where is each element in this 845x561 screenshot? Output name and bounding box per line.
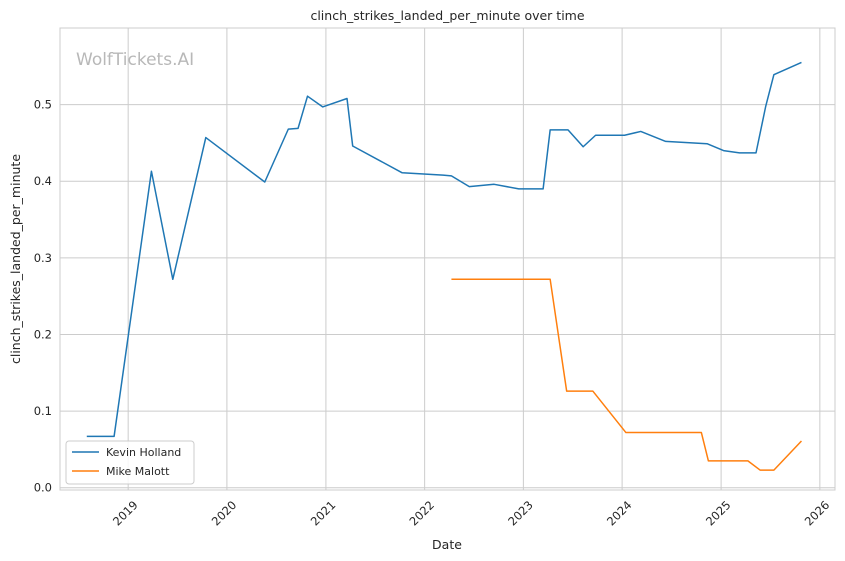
series-line-mike-malott <box>451 278 803 471</box>
y-tick-label: 0.2 <box>34 327 52 341</box>
y-tick-label: 0.1 <box>34 404 52 418</box>
watermark: WolfTickets.AI <box>76 50 194 70</box>
series-layer <box>86 61 803 471</box>
grid <box>60 28 835 490</box>
y-tick-labels: 0.0 0.1 0.2 0.3 0.4 0.5 <box>34 98 52 495</box>
legend-label-kevin-holland: Kevin Holland <box>106 446 181 459</box>
legend: Kevin Holland Mike Malott <box>65 440 195 485</box>
y-tick-label: 0.3 <box>34 251 52 265</box>
y-tick-label: 0.5 <box>34 98 52 112</box>
y-axis-label: clinch_strikes_landed_per_minute <box>8 154 23 364</box>
legend-label-mike-malott: Mike Malott <box>106 465 170 478</box>
plot-frame <box>59 27 836 491</box>
y-tick-label: 0.0 <box>34 481 52 495</box>
series-line-kevin-holland <box>86 61 802 438</box>
x-axis-label: Date <box>432 537 462 552</box>
chart-title: clinch_strikes_landed_per_minute over ti… <box>310 8 584 23</box>
y-tick-label: 0.4 <box>34 174 52 188</box>
